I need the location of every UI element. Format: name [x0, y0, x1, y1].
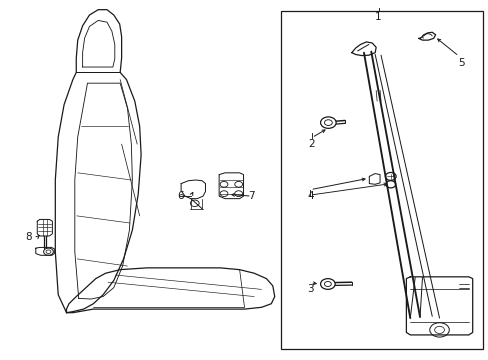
Text: 3: 3 — [306, 284, 313, 294]
Bar — [281, 12, 483, 348]
Text: 1: 1 — [374, 12, 381, 22]
Text: 8: 8 — [25, 232, 32, 242]
Text: 7: 7 — [248, 191, 255, 201]
Text: 4: 4 — [306, 191, 313, 201]
Text: 5: 5 — [457, 58, 464, 68]
Text: 6: 6 — [177, 191, 183, 201]
Text: 2: 2 — [308, 139, 314, 149]
